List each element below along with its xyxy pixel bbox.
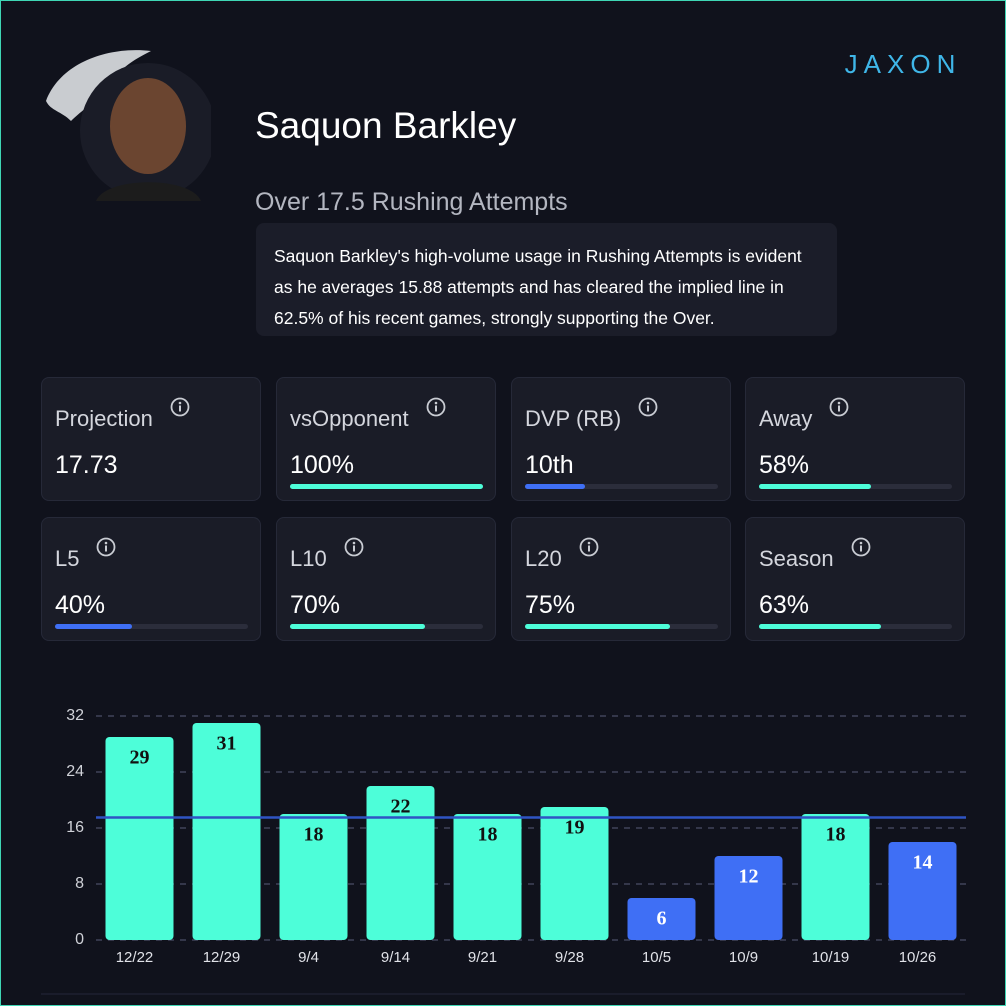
progress-fill [759, 624, 881, 629]
info-icon[interactable] [850, 536, 872, 558]
stat-value: 40% [55, 591, 106, 619]
stat-value: 58% [759, 451, 810, 479]
bar [192, 723, 261, 940]
info-icon[interactable] [343, 536, 365, 558]
bar-value-label: 18 [826, 824, 846, 846]
progress-track [290, 624, 483, 629]
jersey [96, 182, 201, 201]
progress-track [759, 624, 952, 629]
prop: Over 17.5 Rushing Attempts [255, 188, 568, 216]
stat-card: L5 40% [41, 517, 261, 641]
stat-card: vsOpponent 100% [276, 377, 496, 501]
bar-value-label: 12 [739, 866, 759, 888]
bar-value-label: 29 [130, 747, 150, 769]
x-tick-label: 9/14 [381, 949, 410, 966]
headshot [110, 78, 186, 174]
stat-card: Projection 17.73 [41, 377, 261, 501]
stat-label: Season [759, 546, 834, 571]
stat-card: Season 63% [745, 517, 965, 641]
info-icon[interactable] [169, 396, 191, 418]
bar [366, 786, 435, 940]
progress-fill [525, 484, 585, 489]
stat-value: 17.73 [55, 451, 118, 479]
stat-card: L20 75% [511, 517, 731, 641]
y-tick-label: 0 [75, 931, 84, 948]
x-tick-label: 12/22 [116, 949, 154, 966]
analysis: Saquon Barkley's high-volume usage in Ru… [256, 223, 837, 336]
x-tick-label: 12/29 [203, 949, 241, 966]
info-icon[interactable] [637, 396, 659, 418]
x-tick-label: 10/19 [812, 949, 850, 966]
info-icon[interactable] [425, 396, 447, 418]
progress-track [525, 484, 718, 489]
bar [105, 737, 174, 940]
stat-label: L20 [525, 546, 562, 571]
player-graphics [46, 50, 211, 201]
progress-track [525, 624, 718, 629]
y-tick-label: 32 [66, 707, 84, 724]
bar-value-label: 22 [391, 796, 411, 818]
stat-card: Away 58% [745, 377, 965, 501]
bar-value-label: 31 [217, 733, 237, 755]
bar-value-label: 14 [913, 852, 933, 874]
player-name: Saquon Barkley [255, 105, 517, 146]
stat-card: L10 70% [276, 517, 496, 641]
stat-label: vsOpponent [290, 406, 409, 431]
progress-fill [525, 624, 670, 629]
x-tick-label: 10/9 [729, 949, 758, 966]
x-tick-label: 9/4 [298, 949, 319, 966]
bar [540, 807, 609, 940]
progress-fill [759, 484, 871, 489]
bar [627, 898, 696, 940]
bar-value-label: 6 [657, 908, 667, 930]
stat-value: 70% [290, 591, 341, 619]
stat-label: DVP (RB) [525, 406, 622, 431]
stat-value: 100% [290, 451, 354, 479]
stat-label: L5 [55, 546, 80, 571]
stat-value: 75% [525, 591, 576, 619]
progress-track [55, 624, 248, 629]
bar-value-label: 18 [304, 824, 324, 846]
info-icon[interactable] [578, 536, 600, 558]
y-tick-label: 24 [66, 763, 84, 780]
brand-logo: JAXON [845, 49, 962, 79]
progress-fill [290, 624, 426, 629]
progress-track [290, 484, 483, 489]
bar [714, 856, 783, 940]
stat-card: DVP (RB) 10th [511, 377, 731, 501]
x-tick-label: 9/21 [468, 949, 497, 966]
x-tick-label: 9/28 [555, 949, 584, 966]
bar-value-label: 19 [565, 817, 585, 839]
progress-fill [55, 624, 133, 629]
brand: JAXON [845, 49, 962, 79]
stat-label: Projection [55, 406, 153, 431]
progress-fill [290, 484, 483, 489]
bar [279, 814, 348, 940]
bar [888, 842, 957, 940]
stat-value: 10th [525, 451, 574, 479]
y-tick-label: 16 [66, 819, 84, 836]
info-icon[interactable] [828, 396, 850, 418]
y-tick-label: 8 [75, 875, 84, 892]
x-tick-label: 10/26 [899, 949, 937, 966]
bar [453, 814, 522, 940]
info-icon[interactable] [95, 536, 117, 558]
stat-label: Away [759, 406, 813, 431]
progress-track [759, 484, 952, 489]
stat-value: 63% [759, 591, 810, 619]
x-tick-label: 10/5 [642, 949, 671, 966]
bar [801, 814, 870, 940]
bar-value-label: 18 [478, 824, 498, 846]
stat-label: L10 [290, 546, 327, 571]
